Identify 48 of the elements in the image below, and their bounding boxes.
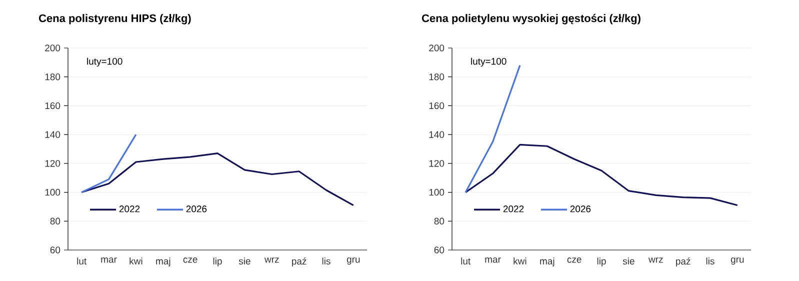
x-tick-label: lip [597,258,606,266]
y-tick-label: 60 [434,246,444,254]
x-tick-label: kwi [130,258,142,264]
line-series [80,152,354,206]
y-tick-label: 120 [45,160,60,167]
legend-label: 2022 [119,206,140,212]
y-tick-label: 100 [45,188,60,196]
x-tick-label: mar [485,258,501,263]
x-tick-label: cze [183,258,198,263]
line-series [464,144,738,206]
y-tick-label: 200 [45,44,60,52]
y-tick-label: 180 [45,73,60,80]
annotation: luty=100 [471,58,506,67]
chart-title: Cena polietylenu wysokiej gęstości (zł/kg) [422,14,640,24]
y-tick-label: 160 [429,102,444,110]
y-tick-label: 140 [429,131,444,138]
x-tick-label: maj [540,258,554,266]
x-tick-label: sie [622,258,634,265]
x-tick-label: paź [292,258,306,267]
x-tick-label: wrz [264,258,279,263]
x-tick-label: paź [676,258,690,267]
x-tick-label: maj [156,258,170,266]
chart-title: Cena polistyrenu HIPS (zł/kg) [38,14,191,24]
legend-label: 2022 [503,206,524,212]
x-tick-label: cze [567,258,582,263]
y-tick-label: 180 [429,73,444,80]
y-tick-label: 80 [50,218,60,225]
x-tick-label: kwi [514,258,526,264]
x-tick-label: wrz [648,258,663,263]
y-tick-label: 60 [50,246,60,254]
x-tick-label: lut [77,258,87,265]
x-tick-label: lip [213,258,222,266]
y-tick-label: 160 [45,102,60,110]
x-tick-label: lis [706,258,714,265]
annotation: luty=100 [87,58,122,67]
x-tick-label: lis [322,258,330,265]
x-tick-label: gru [730,258,744,265]
x-tick-label: gru [346,258,360,265]
y-tick-label: 140 [45,131,60,138]
legend-label: 2026 [186,206,207,212]
legend-label: 2026 [570,206,591,212]
y-tick-label: 120 [429,160,444,167]
y-tick-label: 200 [429,44,444,52]
x-tick-label: mar [101,258,117,263]
y-tick-label: 80 [434,218,444,225]
x-tick-label: sie [238,258,250,265]
y-tick-label: 100 [429,188,444,196]
x-tick-label: lut [461,258,471,265]
